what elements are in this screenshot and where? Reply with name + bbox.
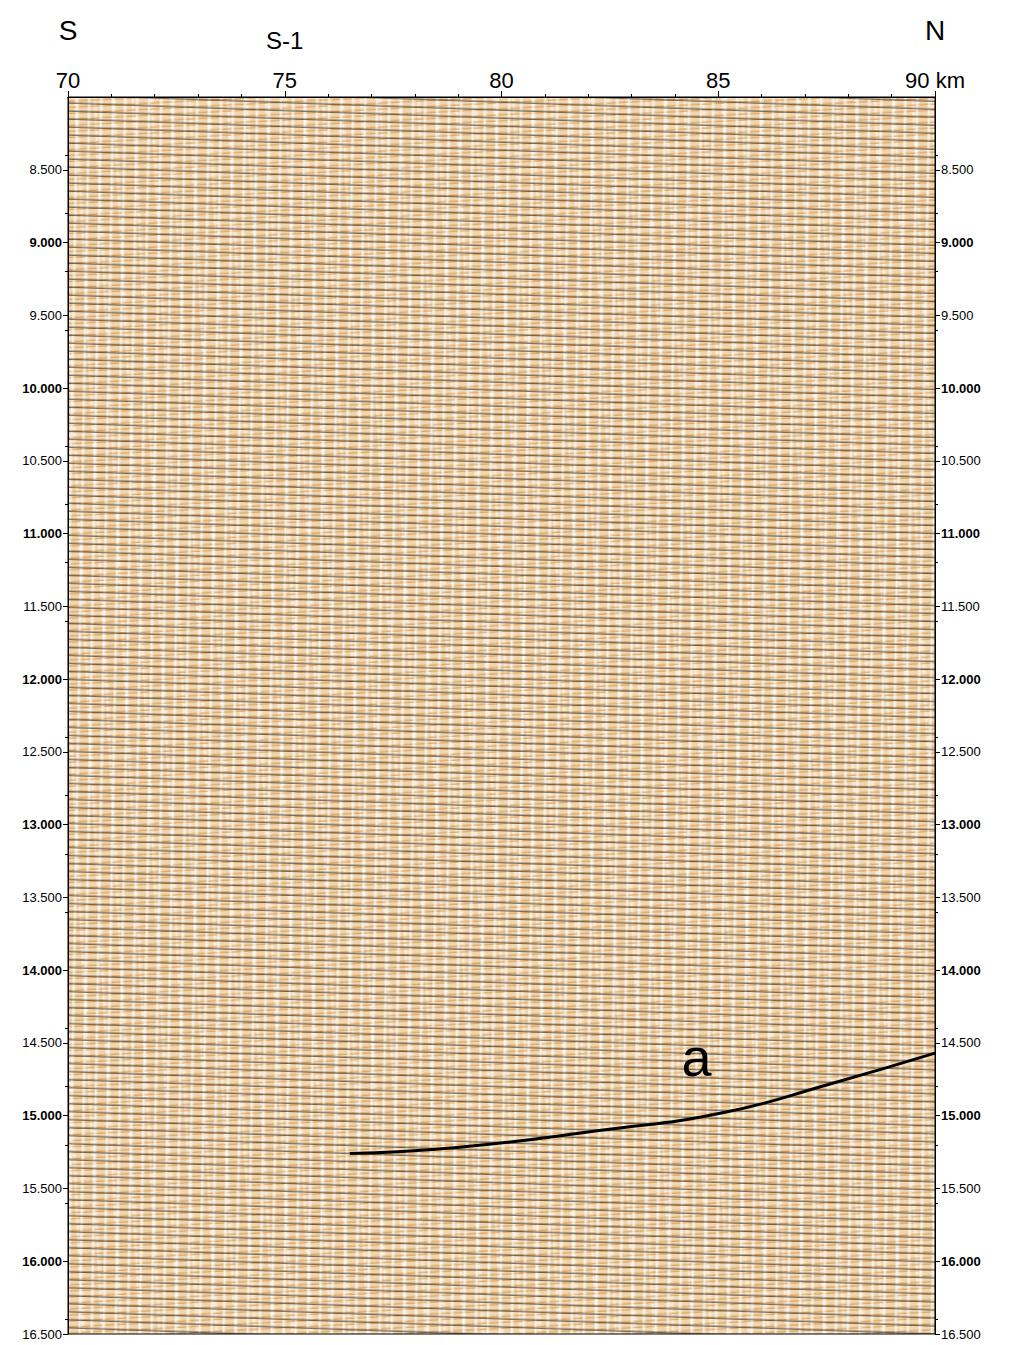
svg-text:80: 80 [489,68,513,93]
svg-text:S: S [59,15,78,46]
svg-text:14.500: 14.500 [941,1035,981,1050]
svg-text:16.000: 16.000 [22,1254,62,1269]
svg-text:11.500: 11.500 [941,599,980,614]
svg-text:S-1: S-1 [266,27,303,54]
svg-text:75: 75 [273,68,297,93]
svg-text:90 km: 90 km [905,68,965,93]
svg-text:12.500: 12.500 [22,744,62,759]
svg-text:13.500: 13.500 [22,890,62,905]
svg-text:14.500: 14.500 [22,1035,62,1050]
svg-text:70: 70 [56,68,80,93]
svg-text:10.500: 10.500 [22,453,62,468]
svg-text:15.500: 15.500 [941,1181,981,1196]
svg-text:13.000: 13.000 [941,817,981,832]
svg-text:15.500: 15.500 [22,1181,62,1196]
svg-text:16.500: 16.500 [941,1327,981,1342]
svg-text:15.000: 15.000 [941,1108,981,1123]
svg-text:12.000: 12.000 [941,672,981,687]
svg-text:9.500: 9.500 [941,308,974,323]
svg-text:11.500: 11.500 [23,599,62,614]
svg-text:16.500: 16.500 [22,1327,62,1342]
svg-text:13.000: 13.000 [22,817,62,832]
svg-text:10.000: 10.000 [22,381,62,396]
svg-text:N: N [925,15,945,46]
svg-text:85: 85 [706,68,730,93]
svg-text:12.500: 12.500 [941,744,981,759]
svg-text:10.500: 10.500 [941,453,981,468]
svg-text:16.000: 16.000 [941,1254,981,1269]
svg-text:10.000: 10.000 [941,381,981,396]
svg-text:8.500: 8.500 [941,162,974,177]
svg-text:14.000: 14.000 [941,963,981,978]
svg-text:a: a [682,1027,713,1087]
svg-text:8.500: 8.500 [29,162,62,177]
svg-text:14.000: 14.000 [22,963,62,978]
svg-text:12.000: 12.000 [22,672,62,687]
svg-text:9.000: 9.000 [941,235,974,250]
svg-text:11.000: 11.000 [941,526,980,541]
svg-text:9.000: 9.000 [29,235,62,250]
svg-text:15.000: 15.000 [22,1108,62,1123]
svg-text:13.500: 13.500 [941,890,981,905]
svg-text:9.500: 9.500 [29,308,62,323]
svg-text:11.000: 11.000 [23,526,62,541]
